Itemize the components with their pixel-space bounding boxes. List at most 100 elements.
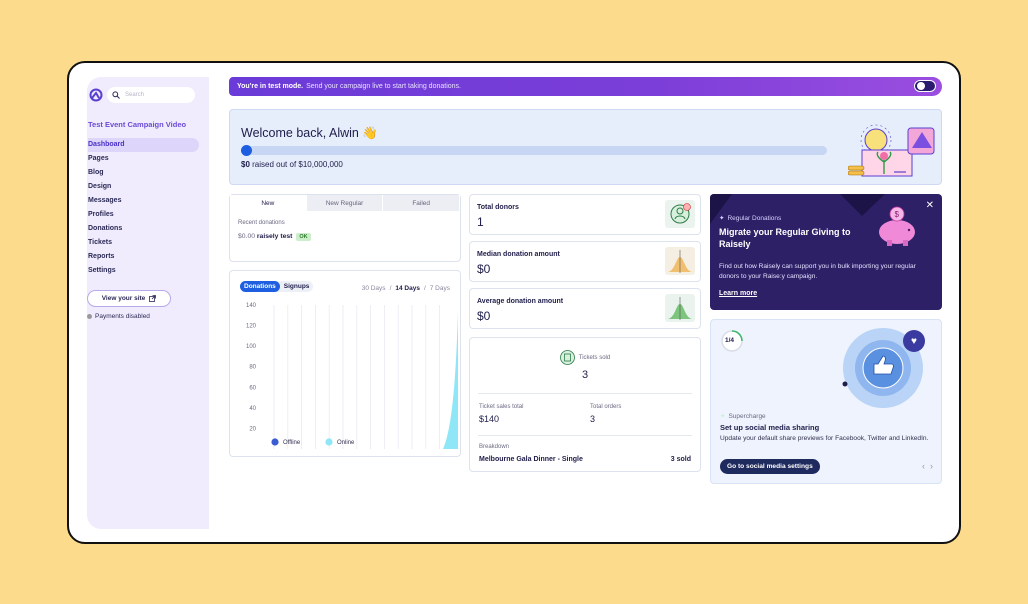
y-tick-label: 40	[249, 406, 256, 412]
social-settings-button[interactable]: Go to social media settings	[720, 459, 820, 474]
view-site-button[interactable]: View your site	[87, 290, 171, 307]
legend-label: Offline	[283, 440, 301, 446]
sidebar-item-dashboard[interactable]: Dashboard	[88, 138, 199, 152]
banner-bold-text: You're in test mode.	[237, 83, 304, 90]
sidebar-item-design[interactable]: Design	[88, 183, 112, 190]
thumbs-up-illustration	[842, 328, 923, 408]
ticket-icon	[559, 350, 575, 365]
range-separator: /	[389, 285, 392, 292]
social-body: Update your default share previews for F…	[720, 435, 929, 442]
distribution-chart-icon	[665, 247, 695, 275]
range-30-days[interactable]: 30 Days	[361, 285, 386, 292]
y-tick-label: 120	[246, 324, 257, 330]
sparkle-icon: ✦	[720, 413, 726, 420]
donor-name: raisely test	[256, 233, 293, 240]
breakdown-item: Melbourne Gala Dinner - Single	[479, 456, 583, 463]
tickets-sold-label: Tickets sold	[578, 354, 611, 361]
distribution-chart-icon	[665, 294, 695, 322]
sidebar-item-settings[interactable]: Settings	[88, 267, 116, 274]
y-tick-label: 100	[246, 344, 257, 350]
promo-body: Find out how Raisely can support you in …	[719, 263, 916, 280]
range-7-days[interactable]: 7 Days	[429, 285, 450, 292]
stat-title: Median donation amount	[477, 251, 560, 258]
search-box[interactable]: Search	[107, 87, 195, 103]
progress-indicator	[241, 145, 252, 156]
learn-more-link[interactable]: Learn more	[719, 290, 758, 297]
app-frame: Search Test Event Campaign Video Dashboa…	[67, 61, 961, 544]
step-counter: 1/4	[725, 337, 735, 344]
piggy-bank-icon: $	[879, 206, 915, 246]
ticket-sales-label: Ticket sales total	[479, 404, 524, 410]
social-sharing-card: 1/4 ♥ ✦ Supercharge Set up social media …	[710, 319, 942, 484]
stat-title: Average donation amount	[477, 298, 564, 305]
sidebar-item-reports[interactable]: Reports	[88, 253, 115, 260]
tab-new[interactable]: New	[230, 195, 307, 211]
divider	[478, 393, 692, 394]
sidebar-nav: Dashboard Pages Blog Design Messages Pro…	[88, 138, 199, 278]
welcome-title: Welcome back, Alwin 👋	[241, 126, 378, 140]
sidebar-item-blog[interactable]: Blog	[88, 169, 104, 176]
donation-amount: $0.00	[238, 233, 256, 240]
sidebar-item-donations[interactable]: Donations	[88, 225, 123, 232]
chevron-right-icon[interactable]: ›	[930, 461, 933, 471]
stat-card-average-donation: Average donation amount $0	[469, 288, 701, 329]
payments-status: Payments disabled	[87, 313, 150, 320]
legend-swatch	[325, 438, 333, 446]
y-tick-label: 60	[249, 385, 256, 391]
status-dot-icon	[87, 314, 92, 319]
tickets-sold-value: 3	[581, 369, 589, 381]
raised-target: raised out of $10,000,000	[252, 160, 343, 169]
search-input[interactable]: Search	[125, 92, 145, 98]
donations-card: New New Regular Failed Recent donations …	[229, 194, 461, 262]
welcome-card: Welcome back, Alwin 👋 $0 raised out of $…	[229, 109, 942, 185]
close-icon[interactable]: ✕	[925, 200, 934, 211]
fundraising-progress-bar	[241, 145, 827, 156]
range-separator: /	[423, 285, 426, 292]
tickets-card: Tickets sold 3 Ticket sales total $140 T…	[469, 337, 701, 472]
legend-label: Online	[337, 440, 355, 446]
chart-type-toggle: Donations Signups	[240, 281, 314, 292]
chart-card: Donations Signups 30 Days / 14 Days / 7 …	[229, 270, 461, 457]
total-orders-label: Total orders	[590, 404, 622, 410]
test-mode-banner: You're in test mode. Send your campaign …	[229, 77, 942, 96]
supercharge-tag: ✦ Supercharge	[720, 412, 766, 421]
sidebar: Search Test Event Campaign Video Dashboa…	[87, 77, 209, 529]
stat-card-median-donation: Median donation amount $0	[469, 241, 701, 282]
step-progress-ring	[721, 330, 743, 352]
sidebar-item-profiles[interactable]: Profiles	[88, 211, 114, 218]
chevron-left-icon[interactable]: ‹	[922, 461, 925, 471]
y-tick-label: 80	[249, 365, 256, 371]
svg-text:$: $	[895, 210, 900, 219]
sidebar-item-pages[interactable]: Pages	[88, 155, 109, 162]
donation-row[interactable]: $0.00 raisely test OK	[238, 233, 311, 241]
live-mode-toggle[interactable]	[914, 80, 936, 92]
heart-icon[interactable]: ♥	[903, 330, 925, 352]
tab-failed[interactable]: Failed	[383, 195, 461, 211]
tab-new-regular[interactable]: New Regular	[307, 195, 384, 211]
raised-summary: $0 raised out of $10,000,000	[241, 160, 343, 169]
promo-tag-label: Regular Donations	[727, 214, 782, 222]
sparkle-icon: ✦	[719, 215, 725, 222]
range-14-days[interactable]: 14 Days	[395, 285, 420, 292]
view-site-label: View your site	[101, 295, 146, 302]
promo-decoration	[710, 194, 885, 224]
promo-title: Migrate your Regular Giving to Raisely	[719, 227, 851, 249]
toggle-signups[interactable]: Signups	[283, 283, 310, 290]
search-icon	[112, 91, 120, 99]
raisely-logo[interactable]	[89, 88, 103, 102]
online-area	[443, 311, 458, 449]
tickets-sold-header: Tickets sold	[470, 350, 700, 365]
regular-giving-promo: ✦ Regular Donations Migrate your Regular…	[710, 194, 942, 310]
stat-value: 1	[477, 215, 484, 229]
welcome-illustration	[848, 124, 935, 177]
toggle-donations[interactable]: Donations	[240, 281, 280, 292]
stat-value: $0	[477, 309, 491, 323]
status-badge: OK	[296, 233, 311, 241]
banner-text: Send your campaign live to start taking …	[306, 83, 461, 90]
donation-tabs: New New Regular Failed	[230, 195, 461, 211]
external-link-icon	[149, 295, 157, 302]
supercharge-tag-label: Supercharge	[728, 412, 766, 420]
sidebar-item-tickets[interactable]: Tickets	[88, 239, 112, 246]
sidebar-item-messages[interactable]: Messages	[88, 197, 122, 204]
campaign-title: Test Event Campaign Video	[88, 120, 187, 129]
